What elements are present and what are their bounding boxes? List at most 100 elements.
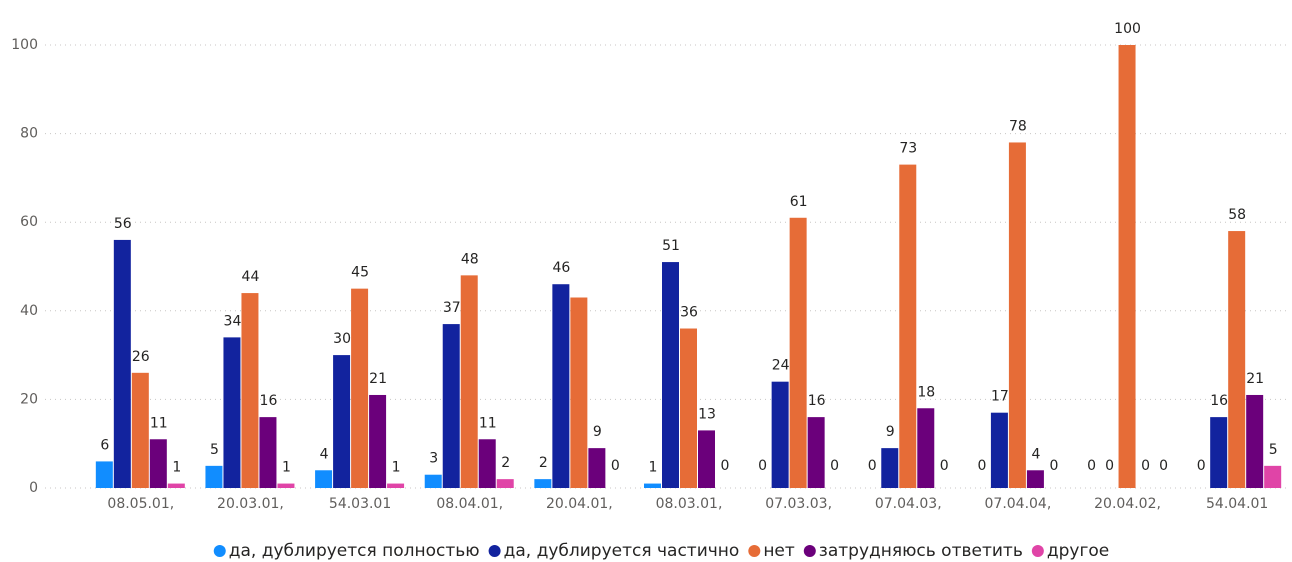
x-tick-label: 07.03.03, [765,496,832,512]
data-label: 0 [721,458,730,474]
data-label: 26 [132,349,150,365]
legend-marker [488,545,501,557]
bar [442,324,460,488]
bar [460,275,478,488]
x-tick-label: 54.03.01 [329,496,391,512]
data-label: 58 [1228,207,1246,223]
data-label: 0 [1197,458,1206,474]
bar [1118,45,1136,488]
data-label: 9 [593,424,602,440]
data-label: 46 [552,260,570,276]
data-label: 0 [1049,458,1058,474]
legend-label: затрудняюсь ответить [819,541,1023,561]
bar [333,355,351,488]
bar [680,328,697,488]
bar [1008,142,1026,488]
bar [205,465,223,488]
bar [1264,465,1282,488]
bar [662,262,679,488]
bar [424,474,442,488]
legend-label: нет [763,541,795,561]
data-label: 18 [917,384,935,400]
data-label: 0 [830,458,839,474]
bar [496,479,514,488]
bar [1246,394,1264,488]
y-tick-label: 40 [20,303,38,319]
data-label: 13 [698,406,716,422]
bar [259,417,277,488]
y-tick-label: 100 [11,37,38,53]
data-label: 78 [1009,118,1027,134]
data-label: 16 [260,393,278,409]
y-tick-label: 0 [29,480,38,496]
data-label: 0 [1141,458,1150,474]
y-tick-label: 60 [20,214,38,230]
data-label: 4 [1031,446,1040,462]
bar [771,381,789,488]
data-label: 17 [991,389,1009,405]
x-tick-label: 08.03.01, [656,496,723,512]
bar [570,297,588,488]
x-tick-label: 07.04.03, [875,496,942,512]
x-tick-label: 20.04.02, [1094,496,1161,512]
data-label: 30 [333,331,351,347]
bar [167,483,185,488]
data-label: 56 [114,216,132,232]
bar [990,412,1008,488]
data-label: 16 [808,393,826,409]
data-label: 51 [662,238,680,254]
bar [95,461,113,488]
x-tick-label: 08.04.01, [436,496,503,512]
bar [881,448,899,488]
bar [552,284,570,488]
bar [698,430,715,488]
data-label: 6 [100,437,109,453]
data-label: 2 [539,455,548,471]
bar [149,439,167,488]
data-label: 0 [1105,458,1114,474]
data-label: 9 [886,424,895,440]
data-label: 1 [172,460,181,476]
bar [588,448,606,488]
data-label: 21 [1246,371,1264,387]
y-tick-label: 80 [20,126,38,142]
data-label: 73 [899,141,917,157]
bar [1026,470,1044,488]
bar [899,164,917,489]
x-tick-label: 07.04.04, [985,496,1052,512]
data-label: 11 [479,415,497,431]
bar [1228,231,1246,488]
data-label: 5 [1269,442,1278,458]
data-label: 37 [443,300,461,316]
bar [277,483,295,488]
bar [1210,417,1228,488]
data-label: 0 [611,458,620,474]
data-label: 5 [210,442,219,458]
bar [223,337,241,488]
data-label: 1 [282,460,291,476]
bar [644,483,661,488]
data-label: 44 [242,269,260,285]
data-label: 24 [772,358,790,374]
x-tick-label: 54.04.01 [1206,496,1268,512]
legend-marker [1031,545,1044,557]
data-label: 16 [1210,393,1228,409]
data-label: 0 [1159,458,1168,474]
data-label: 36 [680,305,698,321]
bar [369,394,387,488]
bar [113,239,131,488]
data-label: 0 [758,458,767,474]
data-label: 0 [940,458,949,474]
data-label: 61 [790,194,808,210]
bar [534,479,552,488]
bar [789,217,807,488]
bar [351,288,369,488]
legend-label: да, дублируется полностью [229,541,480,561]
data-label: 0 [1087,458,1096,474]
data-label: 45 [351,265,369,281]
bar [387,483,405,488]
x-tick-label: 20.03.01, [217,496,284,512]
data-label: 48 [461,251,479,267]
data-label: 1 [392,460,401,476]
